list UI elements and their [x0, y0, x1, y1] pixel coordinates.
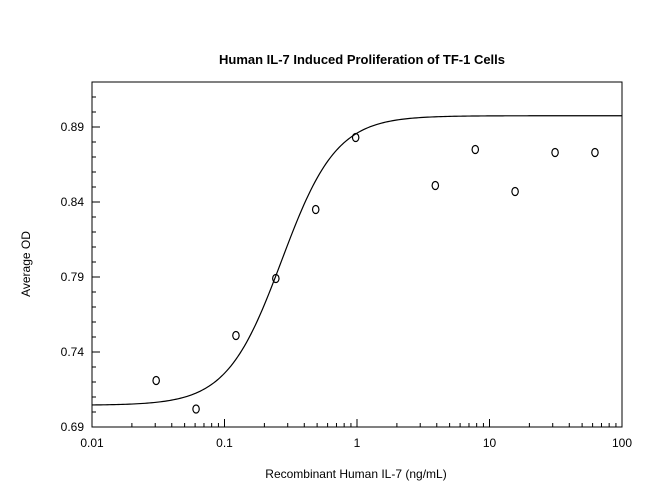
y-tick-label: 0.79: [61, 270, 85, 284]
fit-curve-layer: [91, 115, 622, 406]
data-point: [311, 204, 320, 215]
x-tick-label: 0.01: [80, 436, 104, 450]
x-tick-label: 1: [354, 436, 361, 450]
x-tick-label: 100: [612, 436, 632, 450]
data-point: [551, 147, 559, 158]
data-point: [152, 375, 160, 386]
x-axis-ticks: 0.01 0.1 1 10 100: [80, 419, 632, 450]
y-axis-label: Average OD: [19, 231, 33, 297]
y-tick-label: 0.84: [61, 195, 85, 209]
y-tick-label: 0.69: [61, 420, 85, 434]
y-tick-label: 0.74: [61, 345, 85, 359]
data-point: [192, 404, 200, 414]
data-point: [591, 147, 599, 158]
x-tick-label: 10: [483, 436, 497, 450]
data-point: [272, 273, 280, 284]
fit-curve: [91, 115, 622, 406]
y-axis-ticks: 0.69 0.74 0.79 0.84 0.89: [61, 81, 100, 434]
data-point: [471, 144, 480, 155]
data-point: [351, 132, 360, 143]
y-tick-label: 0.89: [61, 120, 85, 134]
x-tick-label: 0.1: [216, 436, 233, 450]
data-point: [232, 330, 240, 341]
data-point: [511, 186, 519, 197]
data-point: [431, 180, 440, 191]
data-points-layer: [152, 132, 599, 414]
chart-title: Human IL-7 Induced Proliferation of TF-1…: [219, 52, 505, 67]
x-axis-label: Recombinant Human IL-7 (ng/mL): [265, 467, 446, 481]
